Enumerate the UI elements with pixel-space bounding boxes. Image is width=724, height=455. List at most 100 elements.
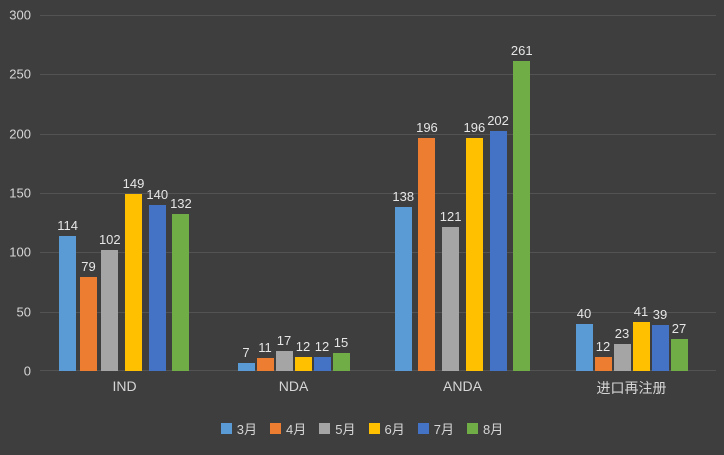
bar-value-label: 7 (242, 344, 250, 360)
bar-wrap: 202 (487, 113, 509, 371)
bar-IND-7月 (148, 204, 166, 371)
legend-item: 4月 (270, 419, 306, 438)
gridline (40, 133, 716, 135)
bar-value-label: 149 (122, 176, 145, 192)
bar-value-label: 12 (295, 338, 311, 354)
legend: 3月 4月 5月 6月 7月 8月 (0, 419, 724, 438)
legend-swatch (220, 423, 232, 434)
legend-swatch (270, 423, 282, 434)
bar-进口再注册-3月 (575, 323, 593, 371)
bar-group: 114 79 102 149 140 132 (40, 15, 209, 371)
bar-group: 7 11 17 12 12 15 (209, 15, 378, 371)
gridline (40, 193, 716, 194)
bar-value-label: 102 (98, 231, 121, 247)
bar-value-label: 15 (333, 335, 349, 351)
bar-value-label: 17 (276, 332, 292, 348)
bar-NDA-5月 (275, 350, 293, 371)
bar-value-label: 261 (510, 43, 533, 59)
bar-IND-5月 (101, 249, 119, 371)
bar-wrap: 12 (594, 338, 612, 371)
category-label: ANDA (443, 378, 482, 394)
bar-NDA-7月 (313, 356, 331, 371)
bar-进口再注册-7月 (651, 324, 669, 371)
bar-value-label: 12 (314, 338, 330, 354)
bar-进口再注册-6月 (632, 322, 650, 371)
bar-value-label: 41 (633, 304, 649, 320)
legend-label: 4月 (286, 422, 307, 437)
legend-item: 8月 (466, 419, 504, 438)
bar-IND-8月 (172, 214, 190, 371)
bar-ANDA-4月 (418, 138, 436, 371)
legend-swatch (319, 423, 331, 434)
y-tick-label: 150 (9, 185, 31, 201)
bar-value-label: 12 (595, 338, 611, 354)
bar-value-label: 196 (463, 120, 486, 136)
bar-value-label: 196 (416, 120, 438, 136)
plot-area: 0 50 100 150 200 250 300 114 79 102 149 140 132 7 11 17… (9, 8, 716, 379)
gridline (40, 15, 716, 16)
y-tick-label: 100 (9, 244, 31, 260)
legend-label: 6月 (384, 422, 405, 437)
category-label: NDA (278, 378, 309, 394)
bar-NDA-4月 (256, 357, 274, 371)
y-tick-label: 0 (23, 363, 31, 379)
legend-item: 5月 (319, 419, 356, 438)
bar-wrap: 79 (79, 259, 97, 371)
bar-wrap: 114 (57, 218, 78, 371)
bar-进口再注册-4月 (594, 356, 612, 371)
bar-wrap: 17 (275, 332, 293, 371)
x-axis: IND NDA ANDA 进口再注册 (0, 378, 724, 398)
bar-ANDA-5月 (442, 227, 460, 371)
bar-wrap: 15 (332, 335, 350, 371)
bar-IND-3月 (59, 235, 77, 371)
bar-group: 138 196 121 196 202 261 (378, 15, 547, 371)
y-tick-label: 200 (9, 126, 31, 142)
bar-wrap: 196 (463, 120, 486, 371)
legend-item: 6月 (368, 419, 405, 438)
legend-label: 7月 (433, 422, 454, 437)
bar-ANDA-6月 (465, 138, 483, 371)
bar-wrap: 27 (670, 320, 688, 371)
bar-wrap: 39 (651, 307, 669, 371)
y-tick-label: 50 (16, 304, 31, 320)
category-label: 进口再注册 (596, 380, 667, 396)
bar-value-label: 121 (439, 209, 462, 225)
bar-wrap: 12 (294, 338, 312, 371)
bar-value-label: 138 (392, 189, 415, 205)
bar-wrap: 140 (146, 187, 168, 371)
legend-label: 3月 (236, 422, 258, 437)
bar-wrap: 149 (122, 176, 145, 371)
legend-label: 8月 (482, 422, 504, 437)
category-label: IND (112, 378, 137, 394)
legend-swatch (368, 423, 380, 434)
bar-进口再注册-8月 (670, 338, 688, 371)
legend-item: 3月 (220, 419, 258, 438)
bar-wrap: 23 (613, 325, 631, 371)
bar-wrap: 40 (575, 306, 593, 371)
bar-ANDA-8月 (513, 61, 531, 371)
bar-NDA-6月 (294, 356, 312, 371)
bar-value-label: 27 (671, 320, 687, 336)
legend-swatch (466, 423, 478, 434)
bar-value-label: 140 (146, 186, 169, 202)
bar-value-label: 132 (170, 196, 192, 212)
bar-IND-6月 (125, 194, 142, 371)
bar-wrap: 7 (237, 344, 255, 371)
bar-value-label: 79 (81, 259, 96, 275)
bar-wrap: 132 (170, 196, 192, 371)
bar-wrap: 138 (392, 189, 414, 371)
legend-item: 7月 (417, 419, 454, 438)
bar-wrap: 11 (256, 340, 274, 371)
gridline (40, 74, 716, 76)
bar-wrap: 41 (632, 304, 650, 371)
gridline (40, 252, 716, 254)
gridline (40, 311, 716, 313)
y-tick-label: 300 (9, 7, 31, 23)
legend-swatch (417, 423, 429, 434)
bar-NDA-8月 (332, 353, 350, 371)
bar-value-label: 23 (614, 325, 630, 341)
legend-label: 5月 (335, 422, 356, 437)
bar-ANDA-7月 (489, 131, 507, 371)
bar-wrap: 196 (416, 120, 438, 371)
